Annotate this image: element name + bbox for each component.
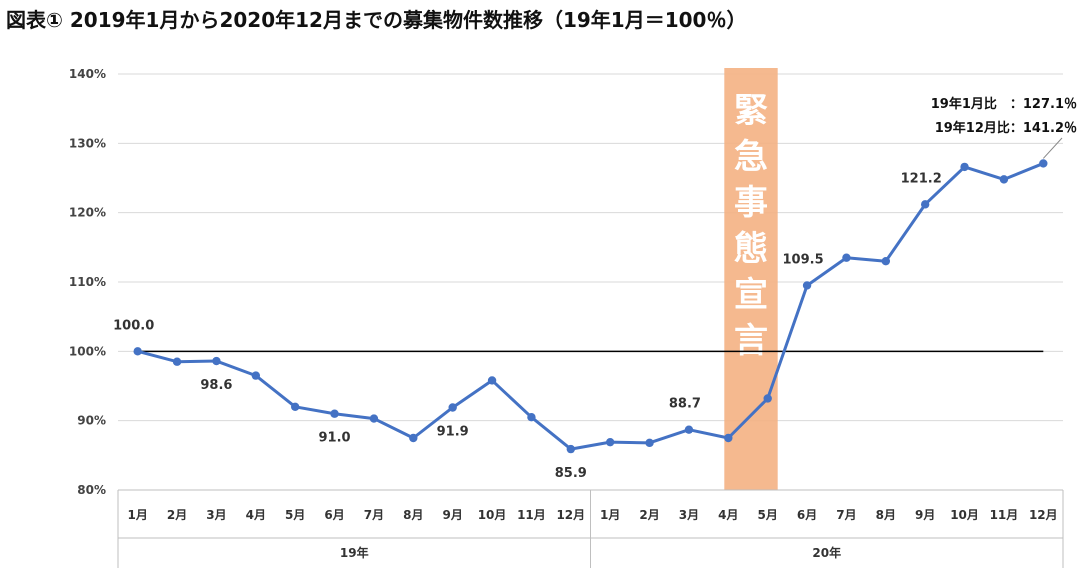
data-point (645, 438, 654, 448)
y-tick-label: 90% (77, 414, 106, 428)
x-tick-label: 2月 (639, 508, 659, 522)
y-tick-label: 80% (77, 483, 106, 497)
x-tick-label: 11月 (990, 508, 1019, 522)
y-tick-label: 100% (69, 344, 106, 358)
data-label: 91.9 (437, 424, 469, 439)
band-label-char: 態 (734, 229, 768, 269)
x-tick-label: 5月 (758, 508, 778, 522)
x-group-label: 20年 (812, 545, 841, 560)
x-tick-label: 9月 (915, 508, 935, 522)
data-point (1039, 159, 1048, 168)
series-group (133, 159, 1048, 454)
data-label: 85.9 (555, 466, 587, 481)
x-tick-label: 12月 (1029, 508, 1058, 522)
data-point (999, 175, 1009, 184)
x-tick-label: 12月 (556, 508, 585, 522)
data-point (842, 253, 851, 262)
x-tick-label: 4月 (246, 508, 266, 522)
y-tick-label: 130% (69, 136, 106, 150)
data-point (487, 376, 497, 385)
data-point (881, 257, 891, 266)
y-tick-label: 120% (69, 206, 106, 220)
data-labels: 100.0 98.6 91.0 91.9 85.9 88.7 109.5 121.2 (113, 171, 942, 481)
band-label-char: 言 (734, 321, 768, 361)
data-point (920, 200, 930, 209)
x-tick-label: 6月 (324, 508, 344, 522)
data-point (566, 444, 576, 454)
x-tick-label: 7月 (364, 508, 384, 522)
emergency-band-rect (724, 68, 778, 490)
data-point (763, 394, 772, 403)
data-point (251, 371, 261, 380)
y-tick-label: 110% (69, 275, 106, 289)
x-tick-label: 4月 (718, 508, 738, 522)
data-point (172, 357, 182, 366)
y-tick-label: 140% (69, 67, 106, 81)
data-point (527, 413, 536, 422)
data-point (960, 162, 969, 172)
x-tick-label: 3月 (679, 508, 699, 522)
data-point (724, 433, 733, 443)
data-point (133, 347, 142, 356)
annotation-text: 19年12月比：141.2％ (935, 120, 1077, 136)
data-point (409, 433, 418, 443)
data-label: 91.0 (319, 431, 351, 446)
data-point (684, 425, 694, 434)
series-line (137, 162, 1044, 451)
data-point (448, 403, 457, 412)
band-label-char: 急 (734, 137, 768, 177)
band-label-char: 事 (734, 183, 768, 223)
x-tick-label: 9月 (443, 508, 463, 522)
x-tick-label: 5月 (285, 508, 305, 522)
x-tick-label: 3月 (206, 508, 226, 522)
x-tick-label: 2月 (167, 508, 187, 522)
x-group-label: 19年 (340, 545, 369, 560)
data-point (369, 414, 379, 423)
data-point (330, 409, 339, 418)
data-label: 98.6 (200, 378, 232, 393)
y-axis-ticks: 80% 90% 100% 110% 120% 130% 140% (69, 67, 106, 497)
x-axis: 1月 2月 3月 4月 5月 6月 7月 8月 9月 10月 11月 12月 1月 2月 3月 4月 5月 6月 7… (117, 489, 1064, 568)
x-tick-label: 8月 (403, 508, 423, 522)
band-label-char: 緊 (734, 91, 768, 131)
data-point (802, 281, 812, 290)
x-tick-label: 11月 (517, 508, 546, 522)
data-point (212, 356, 221, 366)
data-point (605, 437, 615, 447)
annotation-group: 19年1月比 ：127.1％ 19年12月比：141.2％ (931, 96, 1077, 159)
gridlines (118, 73, 1063, 491)
x-tick-label: 1月 (600, 508, 620, 522)
x-tick-label: 10月 (950, 508, 979, 522)
x-tick-label: 8月 (876, 508, 896, 522)
data-point (290, 402, 300, 411)
data-label: 109.5 (783, 252, 824, 267)
data-label: 88.7 (669, 397, 701, 412)
data-label: 100.0 (113, 318, 154, 333)
annotation-leader (1042, 137, 1063, 159)
data-label: 121.2 (901, 171, 942, 186)
x-tick-label: 6月 (797, 508, 817, 522)
chart-title: 図表① 2019年1月から2020年12月までの募集物件数推移（19年1月＝10… (6, 8, 747, 32)
x-tick-label: 10月 (478, 508, 507, 522)
x-tick-label: 7月 (836, 508, 856, 522)
annotation-text: 19年1月比 ：127.1％ (931, 96, 1077, 112)
band-label-char: 宣 (734, 275, 768, 315)
x-tick-label: 1月 (128, 508, 148, 522)
